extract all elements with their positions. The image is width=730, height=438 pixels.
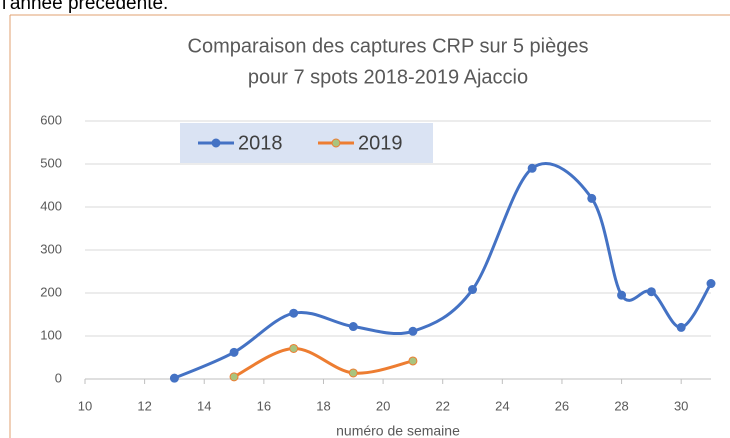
marker xyxy=(527,163,537,173)
y-tick-label: 400 xyxy=(40,198,62,213)
line xyxy=(173,162,713,380)
marker xyxy=(348,368,358,378)
x-tick-label: 20 xyxy=(376,398,390,413)
marker xyxy=(289,343,299,353)
x-tick-label: 28 xyxy=(614,398,628,413)
marker xyxy=(676,322,686,332)
y-tick-label: 200 xyxy=(40,284,62,299)
marker xyxy=(617,290,627,300)
marker xyxy=(169,373,179,383)
legend-label: 2019 xyxy=(358,132,403,154)
x-tick-label: 12 xyxy=(137,398,151,413)
x-tick-label: 10 xyxy=(78,398,92,413)
marker xyxy=(408,326,418,336)
y-tick-label: 500 xyxy=(40,155,62,170)
marker xyxy=(229,347,239,357)
x-tick-label: 24 xyxy=(495,398,509,413)
x-tick-label: 22 xyxy=(435,398,449,413)
marker xyxy=(408,356,418,366)
x-tick-label: 16 xyxy=(257,398,271,413)
x-axis-label: numéro de semaine xyxy=(336,423,460,438)
line xyxy=(233,346,414,379)
legend-marker xyxy=(211,138,221,148)
marker xyxy=(587,193,597,203)
marker xyxy=(646,287,656,297)
x-tick-label: 18 xyxy=(316,398,330,413)
marker xyxy=(706,279,716,289)
heading: l'année précédente. xyxy=(2,0,168,14)
chart-title: pour 7 spots 2018-2019 Ajaccio xyxy=(248,66,528,88)
y-tick-label: 100 xyxy=(40,327,62,342)
marker xyxy=(229,372,239,382)
legend-label: 2018 xyxy=(238,132,283,154)
marker xyxy=(348,322,358,332)
x-tick-label: 30 xyxy=(674,398,688,413)
legend-marker xyxy=(331,138,341,148)
x-tick-label: 26 xyxy=(555,398,569,413)
y-tick-label: 0 xyxy=(55,370,62,385)
marker xyxy=(289,308,299,318)
chart-title: Comparaison des captures CRP sur 5 piège… xyxy=(188,35,589,57)
x-tick-label: 14 xyxy=(197,398,211,413)
y-tick-label: 300 xyxy=(40,241,62,256)
marker xyxy=(468,285,478,295)
y-tick-label: 600 xyxy=(40,112,62,127)
